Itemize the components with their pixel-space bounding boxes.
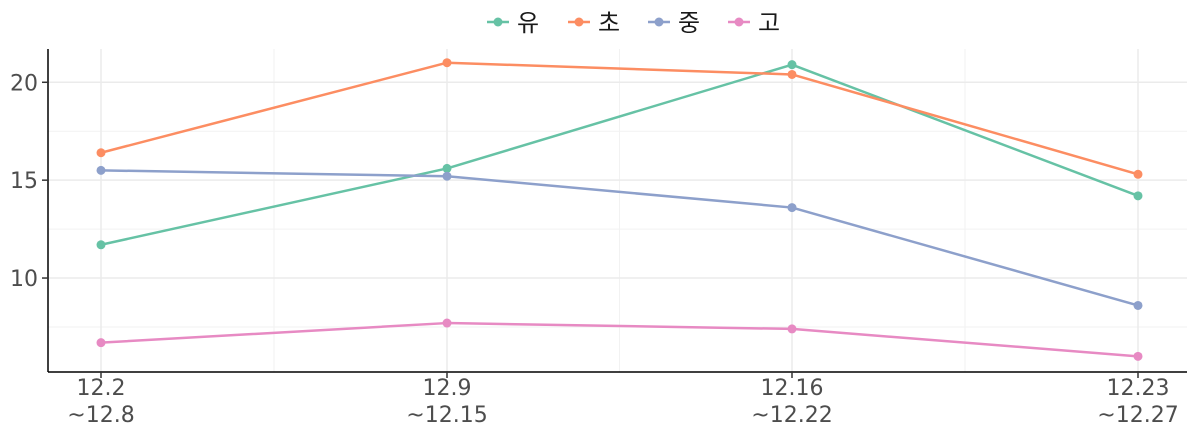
data-point bbox=[1133, 300, 1143, 310]
series-line bbox=[100, 169, 1139, 307]
x-tick-label: 12.9 bbox=[423, 376, 472, 401]
data-point bbox=[96, 338, 106, 348]
x-tick-label: ~12.22 bbox=[751, 403, 832, 428]
x-tick-label: ~12.8 bbox=[67, 403, 134, 428]
data-point bbox=[442, 318, 452, 328]
data-point bbox=[96, 240, 106, 250]
x-tick-label: ~12.27 bbox=[1097, 403, 1178, 428]
x-axis-labels: 12.2~12.8 12.9~12.15 12.16~12.22 12.23~12.2… bbox=[67, 376, 1178, 428]
data-point bbox=[787, 60, 797, 70]
data-point bbox=[787, 324, 797, 334]
legend-label: 초 bbox=[598, 9, 620, 37]
data-point bbox=[1133, 169, 1143, 179]
data-point bbox=[787, 203, 797, 213]
y-tick-label: 20 bbox=[10, 71, 38, 96]
y-tick-label: 15 bbox=[10, 169, 38, 194]
legend-label: 중 bbox=[678, 9, 700, 37]
series-line bbox=[100, 321, 1139, 358]
x-tick-label: 12.2 bbox=[77, 376, 126, 401]
x-tick-label: 12.23 bbox=[1107, 376, 1170, 401]
data-point bbox=[787, 69, 797, 79]
data-point bbox=[442, 163, 452, 173]
series-line bbox=[100, 63, 1139, 246]
y-axis-labels: 10 15 20 bbox=[10, 71, 38, 292]
axes bbox=[42, 49, 1187, 378]
series-group bbox=[96, 58, 1143, 361]
x-tick-label: ~12.15 bbox=[406, 403, 487, 428]
legend-key-point bbox=[654, 17, 664, 27]
series-line bbox=[100, 61, 1139, 176]
data-point bbox=[442, 58, 452, 68]
legend-label: 유 bbox=[517, 9, 539, 37]
legend-key-point bbox=[574, 17, 584, 27]
data-point bbox=[1133, 351, 1143, 361]
y-tick-label: 10 bbox=[10, 267, 38, 292]
data-point bbox=[96, 165, 106, 175]
legend-key-point bbox=[734, 17, 744, 27]
data-point bbox=[1133, 191, 1143, 201]
data-point bbox=[96, 148, 106, 158]
legend-label: 고 bbox=[758, 9, 780, 37]
x-tick-label: 12.16 bbox=[761, 376, 824, 401]
data-point bbox=[442, 171, 452, 181]
legend-key-point bbox=[493, 17, 503, 27]
grid bbox=[48, 49, 1187, 372]
